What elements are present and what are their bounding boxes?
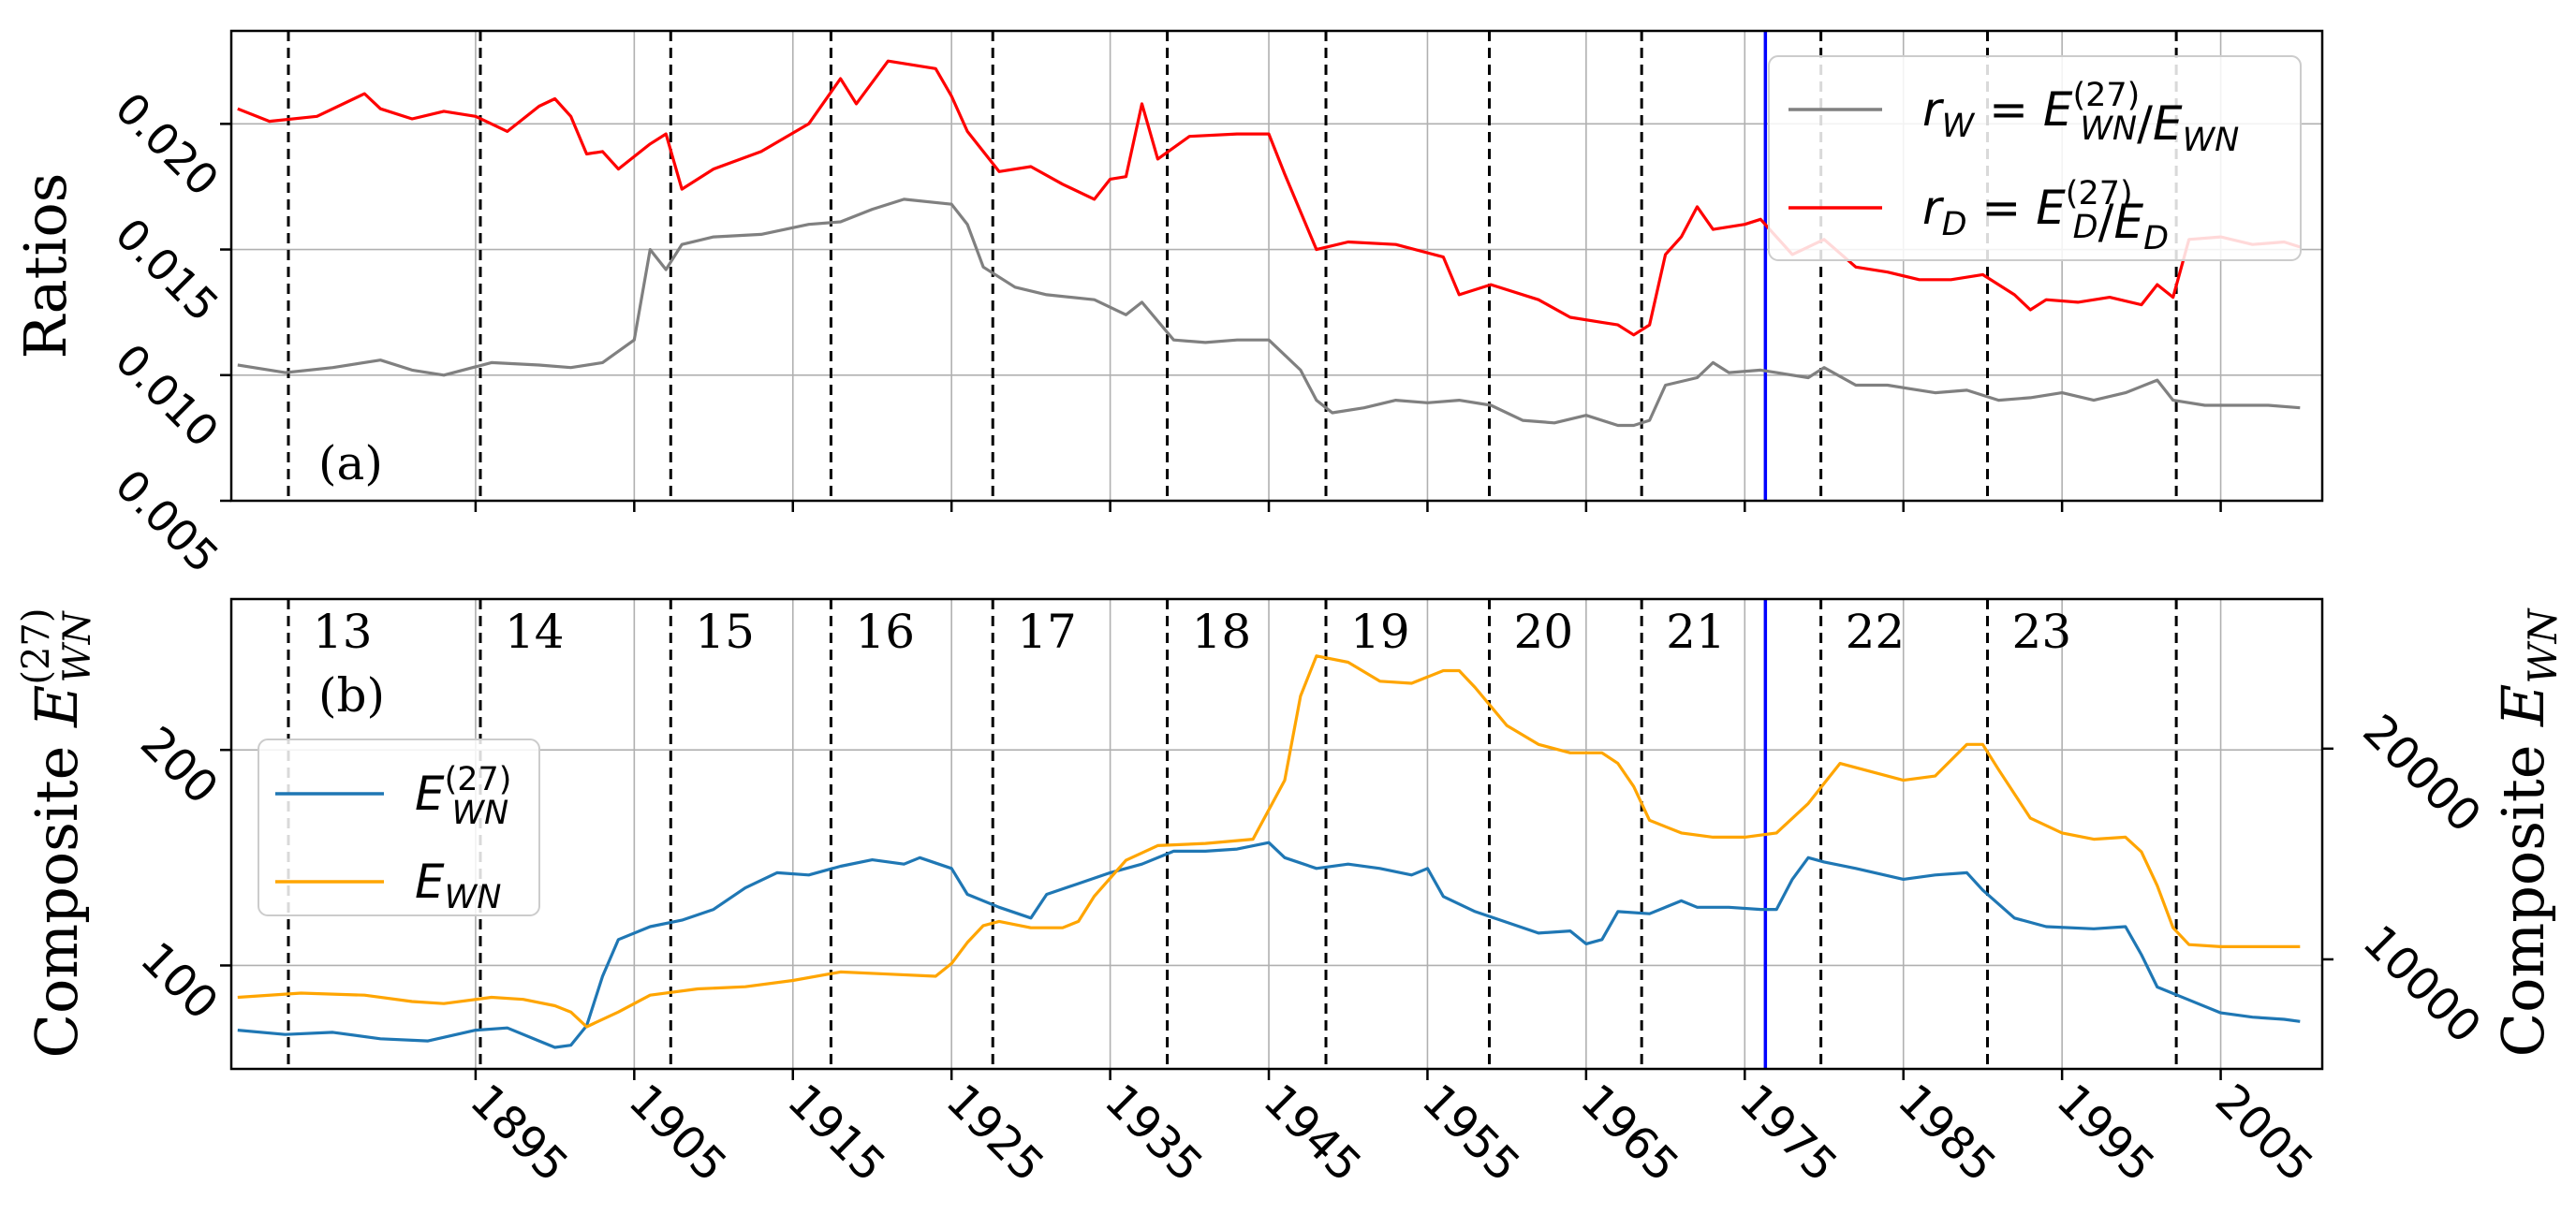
y-tick-label: 10000 xyxy=(2353,915,2492,1054)
y-tick-label: 0.010 xyxy=(106,334,228,457)
cycle-number-label: 23 xyxy=(2012,605,2072,659)
x-tick-label: 1975 xyxy=(1730,1075,1847,1192)
y-tick-label: 0.020 xyxy=(106,82,228,205)
panel-a-frame xyxy=(229,29,2324,503)
panel-b-legend: E(27) WN EWN xyxy=(258,739,540,916)
cycle-number-label: 18 xyxy=(1192,605,1252,659)
panel-a-legend: rW = E(27) WN/EWN rD = E(27) D/ED xyxy=(1768,55,2302,261)
x-tick-label: 1945 xyxy=(1253,1075,1371,1192)
y-tick-label: 0.005 xyxy=(106,460,228,582)
panel-a-series xyxy=(237,59,2301,428)
y-tick-label: 0.015 xyxy=(106,209,228,331)
panel-b-label: (b) xyxy=(318,668,385,723)
cycle-number-label: 21 xyxy=(1666,605,1726,659)
panel-a-y-axis-label: Ratios xyxy=(11,173,80,359)
svg-text:Composite E(27)WN: Composite E(27)WN xyxy=(15,608,99,1059)
legend-entry-label: rW = E(27) WN/EWN xyxy=(1922,77,2239,159)
cycle-number-label: 14 xyxy=(505,605,565,659)
legend-box xyxy=(1768,55,2302,261)
x-tick-label: 1985 xyxy=(1888,1075,2006,1192)
series-line-ewn27 xyxy=(237,841,2301,1049)
panel-b-right-y-axis-label: Composite EWN xyxy=(2489,607,2566,1057)
panel-a-x-ticks xyxy=(474,501,2222,512)
x-tick-label: 2005 xyxy=(2205,1075,2323,1192)
x-tick-label: 1915 xyxy=(777,1075,895,1192)
legend-entry-label: E(27) WN xyxy=(415,761,511,832)
series-line-ewn xyxy=(237,654,2301,1029)
legend-box xyxy=(258,739,540,916)
svg-text:Composite EWN: Composite EWN xyxy=(2489,607,2566,1057)
cycle-number-label: 22 xyxy=(1846,605,1906,659)
x-tick-label: 1965 xyxy=(1570,1075,1688,1192)
x-tick-label: 1925 xyxy=(936,1075,1054,1192)
x-tick-label: 1955 xyxy=(1412,1075,1530,1192)
cycle-number-label: 17 xyxy=(1017,605,1077,659)
cycle-number-label: 13 xyxy=(313,605,373,659)
panel-b-frame xyxy=(229,597,2324,1071)
panel-b-right-y-axis: 10000 20000 xyxy=(2322,705,2492,1054)
series-line-rw xyxy=(237,197,2301,428)
y-tick-label: 200 xyxy=(130,717,228,814)
panel-b-x-axis: 1895 1905 1915 1925 1935 1945 1955 1965 1975 1985… xyxy=(460,1069,2323,1192)
y-tick-label: 100 xyxy=(130,932,228,1030)
cycle-number-label: 15 xyxy=(695,605,755,659)
panel-a-label: (a) xyxy=(318,436,383,490)
cycle-number-label: 19 xyxy=(1350,605,1410,659)
panel-b-cycle-labels: 13 14 15 16 17 18 19 20 21 22 23 xyxy=(313,605,2071,659)
cycle-number-label: 16 xyxy=(855,605,915,659)
x-tick-label: 1895 xyxy=(460,1075,578,1192)
cycle-number-label: 20 xyxy=(1514,605,1574,659)
legend-entry-label: rD = E(27) D/ED xyxy=(1922,175,2169,257)
y-tick-label: 20000 xyxy=(2353,705,2492,843)
x-tick-label: 1905 xyxy=(619,1075,737,1192)
panel-b-left-y-axis: 100 200 xyxy=(130,717,231,1030)
panel-b-cycle-boundaries xyxy=(287,599,2178,1069)
panel-b-left-y-axis-label: Composite E(27)WN xyxy=(15,608,99,1059)
panel-b-series xyxy=(237,654,2301,1049)
series-line-rd xyxy=(237,59,2301,337)
legend-entry-label: EWN xyxy=(415,855,501,916)
panel-b-grid xyxy=(231,599,2322,1069)
x-tick-label: 1935 xyxy=(1095,1075,1213,1192)
x-tick-label: 1995 xyxy=(2046,1075,2164,1192)
